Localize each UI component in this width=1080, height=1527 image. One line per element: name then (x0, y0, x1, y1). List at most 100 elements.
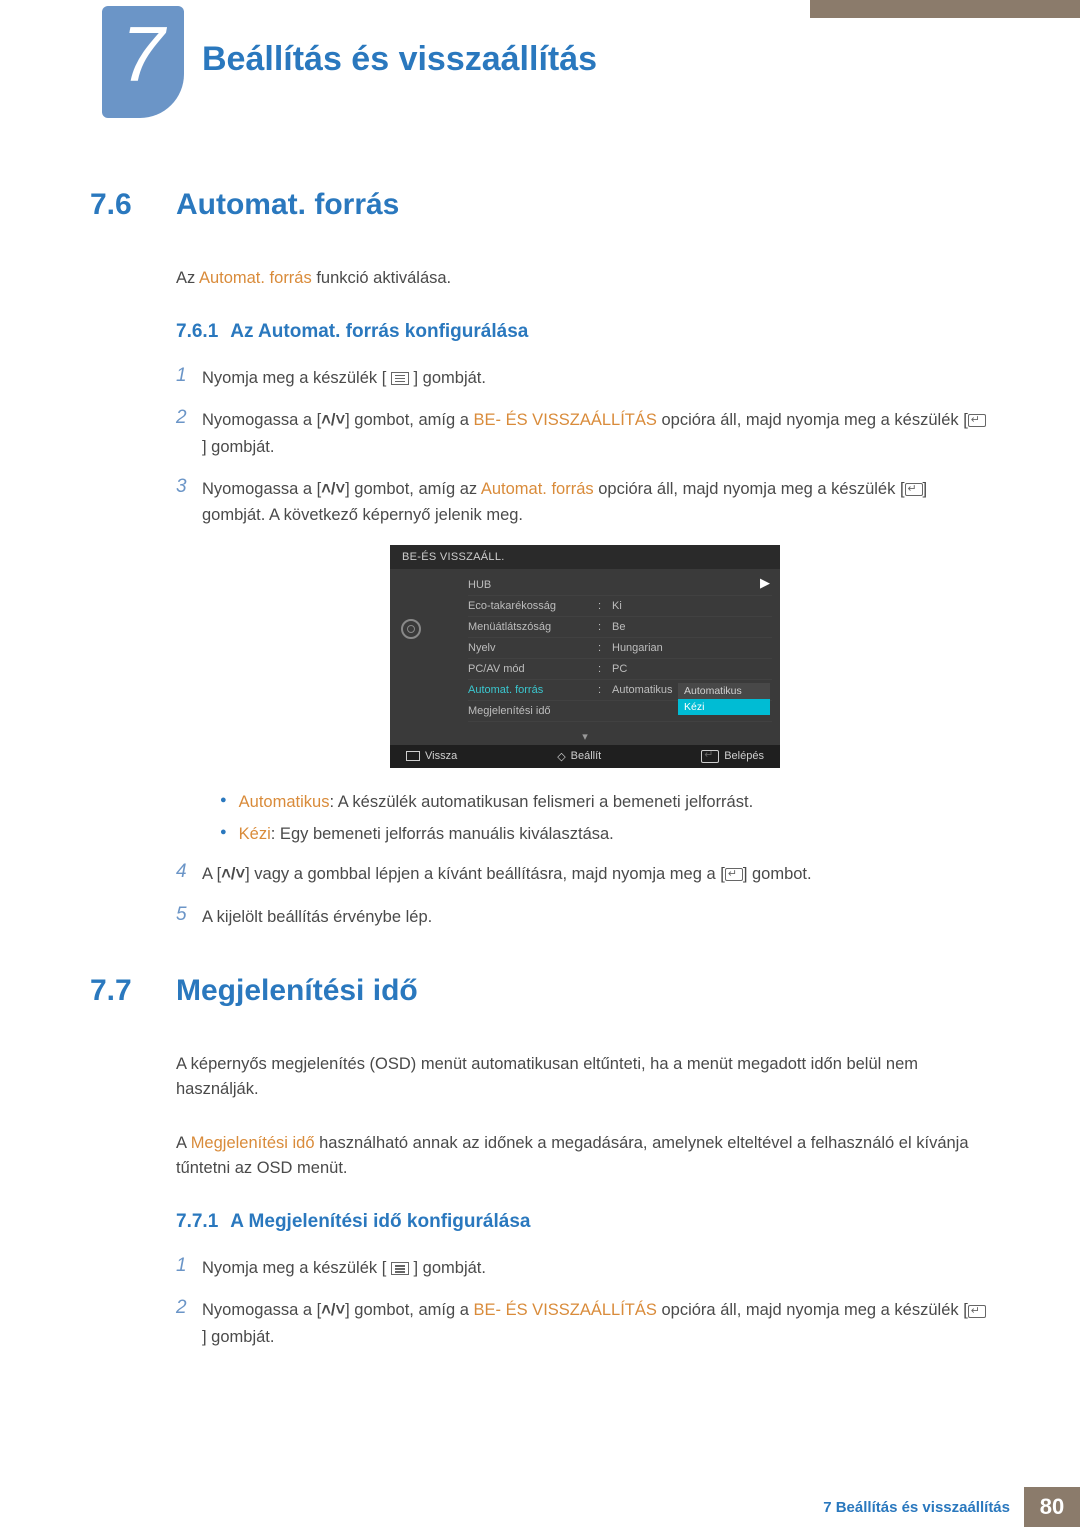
top-brown-bar (810, 0, 1080, 18)
chapter-title: Beállítás és visszaállítás (202, 40, 597, 79)
text: opcióra áll, majd nyomja meg a készülék … (594, 480, 905, 498)
text: Nyomogassa a [ (202, 480, 321, 498)
updown-icon: ˄/˅ (321, 476, 345, 502)
step-4: 4 A [˄/˅] vagy a gombbal lépjen a kívánt… (176, 861, 990, 887)
step-number: 3 (176, 476, 202, 498)
section-7-6-heading: 7.6 Automat. forrás (90, 188, 990, 222)
step-number: 4 (176, 861, 202, 883)
text: A (176, 1134, 191, 1152)
diamond-icon: ◇ (557, 750, 565, 763)
text: : A készülék automatikusan felismeri a b… (329, 793, 753, 811)
chapter-badge: 7 (102, 6, 184, 118)
text: ] gombot. (743, 865, 812, 883)
bullet-text: Automatikus: A készülék automatikusan fe… (239, 790, 754, 815)
subsection-title: A Megjelenítési idő konfigurálása (230, 1211, 530, 1232)
osd-list: HUBEco-takarékosság:KiMenüátlátszóság:Be… (432, 573, 780, 730)
page-footer: 7 Beállítás és visszaállítás 80 (0, 1487, 1080, 1527)
subsection-title: Az Automat. forrás konfigurálása (230, 321, 528, 342)
text: Nyomja meg a készülék [ (202, 369, 386, 387)
osd-row: PC/AV mód:PC (468, 659, 772, 680)
section-para-1: A képernyős megjelenítés (OSD) menüt aut… (176, 1052, 990, 1102)
osd-down-arrow-icon: ▾ (390, 730, 780, 745)
step-text: Nyomogassa a [˄/˅] gombot, amíg a BE- ÉS… (202, 1297, 990, 1350)
text: Vissza (425, 750, 457, 762)
updown-icon: ˄/˅ (321, 407, 345, 433)
text: Nyomogassa a [ (202, 1301, 321, 1319)
section-number: 7.7 (90, 974, 176, 1008)
text: Nyomogassa a [ (202, 411, 321, 429)
emph-text: Megjelenítési idő (191, 1134, 315, 1152)
step-number: 1 (176, 1255, 202, 1277)
updown-icon: ˄/˅ (221, 861, 245, 887)
step-1: 1 Nyomja meg a készülék [ ] gombját. (176, 1255, 990, 1281)
step-3: 3 Nyomogassa a [˄/˅] gombot, amíg az Aut… (176, 476, 990, 529)
osd-set: ◇ Beállít (557, 750, 601, 763)
text: Az (176, 269, 199, 287)
step-2: 2 Nyomogassa a [˄/˅] gombot, amíg a BE- … (176, 407, 990, 460)
text: ] gombját. (414, 1259, 486, 1277)
osd-row: Nyelv:Hungarian (468, 638, 772, 659)
text: ] gombot, amíg a (345, 411, 473, 429)
bullet-item: ● Kézi: Egy bemeneti jelforrás manuális … (220, 822, 990, 847)
emph-text: Automat. forrás (199, 269, 312, 287)
section-number: 7.6 (90, 188, 176, 222)
section-7-7-heading: 7.7 Megjelenítési idő (90, 974, 990, 1008)
text: opcióra áll, majd nyomja meg a készülék … (657, 411, 968, 429)
bullet-icon: ● (220, 826, 227, 838)
text: Beállít (571, 750, 602, 762)
osd-option: Kézi (678, 699, 770, 715)
step-2: 2 Nyomogassa a [˄/˅] gombot, amíg a BE- … (176, 1297, 990, 1350)
back-icon (406, 751, 420, 761)
text: ] vagy a gombbal lépjen a kívánt beállít… (245, 865, 725, 883)
text: Belépés (724, 750, 764, 762)
osd-row: Menüátlátszóság:Be (468, 617, 772, 638)
section-7-7: 7.7 Megjelenítési idő A képernyős megjel… (90, 974, 990, 1350)
step-text: A [˄/˅] vagy a gombbal lépjen a kívánt b… (202, 861, 990, 887)
text: ] gombját. (202, 1328, 274, 1346)
updown-icon: ˄/˅ (321, 1297, 345, 1323)
page-content: 7.6 Automat. forrás Az Automat. forrás f… (90, 188, 990, 1366)
osd-title: BE-ÉS VISSZAÁLL. (390, 545, 780, 569)
emph-text: Automat. forrás (481, 480, 594, 498)
step-number: 1 (176, 365, 202, 387)
step-number: 5 (176, 904, 202, 926)
step-text: Nyomogassa a [˄/˅] gombot, amíg az Autom… (202, 476, 990, 529)
emph-text: BE- ÉS VISSZAÁLLÍTÁS (474, 411, 657, 429)
step-number: 2 (176, 1297, 202, 1319)
enter-icon (905, 483, 923, 496)
emph-text: Automatikus (239, 793, 330, 811)
section-para-2: A Megjelenítési idő használható annak az… (176, 1131, 990, 1181)
text: ] gombját. (202, 438, 274, 456)
bullet-item: ● Automatikus: A készülék automatikusan … (220, 790, 990, 815)
text: funkció aktiválása. (312, 269, 451, 287)
enter-icon (725, 868, 743, 881)
section-title: Megjelenítési idő (176, 974, 418, 1008)
text: ] gombot, amíg a (345, 1301, 473, 1319)
bullet-icon: ● (220, 794, 227, 806)
emph-text: Kézi (239, 825, 271, 843)
enter-icon (701, 750, 719, 763)
osd-options-popup: AutomatikusKézi (678, 683, 770, 715)
step-text: A kijelölt beállítás érvénybe lép. (202, 904, 990, 930)
section-title: Automat. forrás (176, 188, 399, 222)
menu-icon (391, 372, 409, 385)
osd-body: HUBEco-takarékosság:KiMenüátlátszóság:Be… (390, 569, 780, 730)
subsection-heading: 7.7.1A Megjelenítési idő konfigurálása (176, 1211, 990, 1233)
step-text: Nyomja meg a készülék [ ] gombját. (202, 1255, 990, 1281)
bullet-text: Kézi: Egy bemeneti jelforrás manuális ki… (239, 822, 614, 847)
footer-chapter-label: 7 Beállítás és visszaállítás (823, 1499, 1010, 1516)
step-text: Nyomja meg a készülék [ ] gombját. (202, 365, 990, 391)
text: Nyomja meg a készülék [ (202, 1259, 386, 1277)
gear-icon (401, 619, 421, 639)
emph-text: BE- ÉS VISSZAÁLLÍTÁS (474, 1301, 657, 1319)
enter-icon (968, 414, 986, 427)
footer-page-number: 80 (1024, 1487, 1080, 1527)
osd-enter: Belépés (701, 750, 764, 763)
osd-back: Vissza (406, 750, 457, 763)
text: opcióra áll, majd nyomja meg a készülék … (657, 1301, 968, 1319)
osd-row: Eco-takarékosság:Ki (468, 596, 772, 617)
section-intro: Az Automat. forrás funkció aktiválása. (176, 266, 990, 291)
osd-sidebar (390, 573, 432, 730)
text: A [ (202, 865, 221, 883)
step-text: Nyomogassa a [˄/˅] gombot, amíg a BE- ÉS… (202, 407, 990, 460)
